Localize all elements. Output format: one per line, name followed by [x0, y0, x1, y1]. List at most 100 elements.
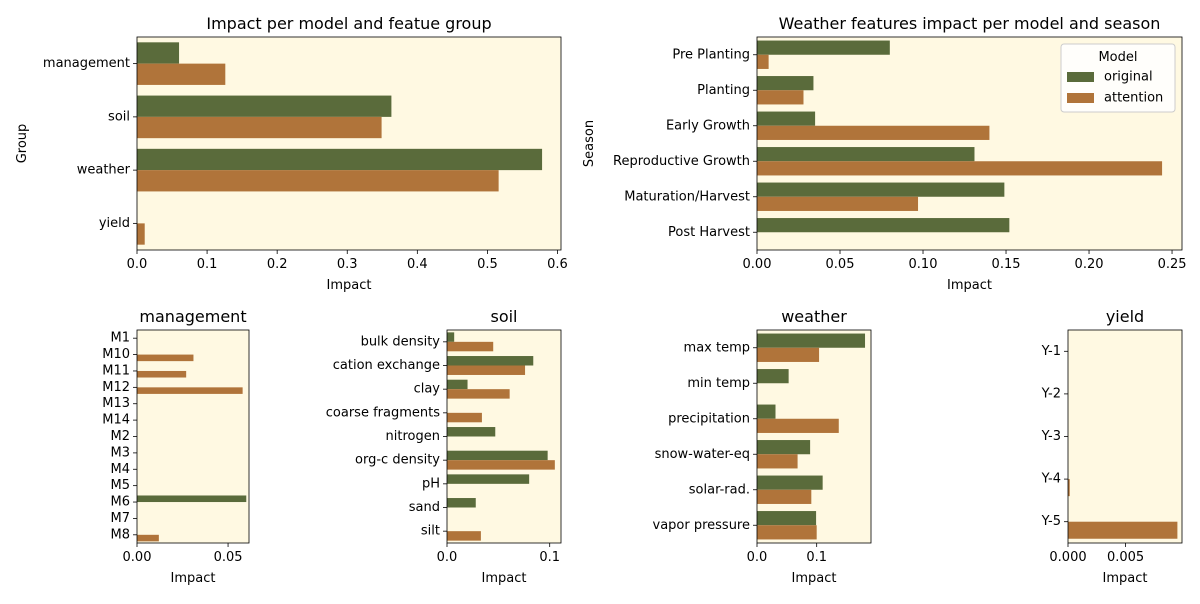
bar-attention-m12 [137, 387, 243, 394]
bar-original-max-temp [757, 333, 866, 348]
bar-original-vapor-pressure [757, 511, 817, 526]
x-tick-label: 0.005 [1107, 550, 1144, 565]
x-tick-label: 0.10 [909, 257, 938, 272]
bar-original-cation-exchange [447, 356, 534, 366]
y-tick-label: M3 [111, 445, 131, 460]
bar-original-reproductive-growth [757, 147, 975, 162]
y-tick-label: silt [421, 524, 440, 539]
plot-background [137, 330, 249, 543]
bar-attention-cation-exchange [447, 365, 526, 375]
bar-attention-maturation-harvest [757, 196, 919, 211]
bar-original-nitrogen [447, 427, 496, 437]
bar-attention-m10 [137, 354, 194, 362]
bar-original-org-c-density [447, 450, 548, 461]
chart-title: soil [490, 307, 517, 326]
bar-original-ph [447, 474, 530, 484]
chart-title: weather [781, 307, 847, 326]
bar-original-pre-planting [757, 40, 890, 55]
x-tick-label: 0.25 [1158, 257, 1187, 272]
x-tick-label: 0.15 [992, 257, 1021, 272]
x-axis-label: Impact [1103, 571, 1148, 586]
bar-original-early-growth [757, 111, 816, 126]
legend-swatch-attention [1067, 93, 1094, 103]
y-tick-label: M4 [111, 462, 131, 477]
x-tick-label: 0.2 [267, 257, 288, 272]
plot-background [757, 330, 871, 543]
chart-title: management [139, 307, 246, 326]
bar-original-m6 [137, 495, 247, 503]
x-tick-label: 0.3 [337, 257, 358, 272]
y-tick-label: precipitation [668, 411, 750, 426]
x-tick-label: 0.0 [437, 550, 458, 565]
y-axis-label: Season [582, 120, 597, 167]
y-tick-label: Y-1 [1041, 344, 1061, 359]
y-tick-label: org-c density [355, 453, 440, 468]
bar-original-snow-water-eq [757, 440, 811, 455]
y-tick-label: sand [409, 500, 440, 515]
y-tick-label: clay [414, 382, 441, 397]
x-axis-label: Impact [327, 278, 372, 293]
bar-attention-y-4 [1068, 479, 1070, 497]
bar-original-sand [447, 498, 476, 508]
x-tick-label: 0.0 [747, 550, 768, 565]
y-tick-label: management [43, 56, 130, 71]
y-tick-label: M11 [102, 363, 130, 378]
x-tick-label: 0.6 [547, 257, 568, 272]
x-axis-label: Impact [792, 571, 837, 586]
bar-attention-m8 [137, 534, 159, 542]
bar-original-weather [137, 148, 543, 171]
x-tick-label: 0.000 [1049, 550, 1086, 565]
chart-panel-3: bulk density cation exchange clay coarse fr… [326, 307, 562, 586]
x-tick-label: 0.00 [743, 257, 772, 272]
y-tick-label: Reproductive Growth [613, 154, 750, 169]
y-tick-label: weather [77, 163, 131, 178]
y-tick-label: coarse fragments [326, 405, 440, 420]
x-tick-label: 0.0 [127, 257, 148, 272]
x-axis-label: Impact [947, 278, 992, 293]
y-tick-label: snow-water-eq [655, 447, 750, 462]
y-tick-label: bulk density [361, 334, 441, 349]
bar-attention-pre-planting [757, 54, 769, 69]
chart-title: yield [1106, 307, 1144, 326]
legend-swatch-original [1067, 72, 1094, 82]
chart-title: Impact per model and featue group [206, 14, 491, 33]
y-tick-label: cation exchange [333, 358, 440, 373]
y-tick-label: vapor pressure [653, 518, 751, 533]
chart-panel-1: Pre Planting Planting Early Growth Reproduc… [582, 14, 1187, 293]
plot-frame [756, 329, 872, 544]
y-tick-label: Y-2 [1041, 386, 1061, 401]
y-tick-label: yield [99, 216, 130, 231]
y-tick-label: M6 [111, 495, 131, 510]
bar-original-planting [757, 76, 814, 91]
chart-panel-0: management soil weather yield 0.0 0.1 0.2 0.3 0.… [15, 14, 568, 293]
y-tick-label: M13 [102, 396, 130, 411]
y-tick-label: M2 [111, 429, 131, 444]
y-tick-label: M5 [111, 478, 131, 493]
bar-attention-management [137, 63, 226, 85]
x-tick-label: 0.05 [214, 550, 243, 565]
bar-original-soil [137, 95, 392, 117]
y-tick-label: M7 [111, 511, 131, 526]
bar-attention-precipitation [757, 418, 839, 433]
bar-attention-weather [137, 170, 499, 192]
y-tick-label: soil [108, 109, 130, 124]
bar-original-min-temp [757, 369, 789, 384]
y-tick-label: Early Growth [666, 118, 750, 133]
legend-label-attention: attention [1104, 91, 1163, 106]
x-tick-label: 0.5 [477, 257, 498, 272]
y-tick-label: Pre Planting [672, 47, 750, 62]
bar-attention-reproductive-growth [757, 161, 1163, 176]
bar-original-precipitation [757, 404, 776, 419]
y-tick-label: Maturation/Harvest [624, 189, 750, 204]
bar-attention-solar-rad- [757, 489, 812, 504]
y-tick-label: Planting [697, 83, 750, 98]
bar-attention-max-temp [757, 347, 820, 362]
y-tick-label: M10 [102, 347, 130, 362]
x-tick-label: 0.00 [123, 550, 152, 565]
bar-original-management [137, 42, 180, 64]
bar-attention-org-c-density [447, 460, 555, 470]
bar-attention-snow-water-eq [757, 454, 798, 469]
